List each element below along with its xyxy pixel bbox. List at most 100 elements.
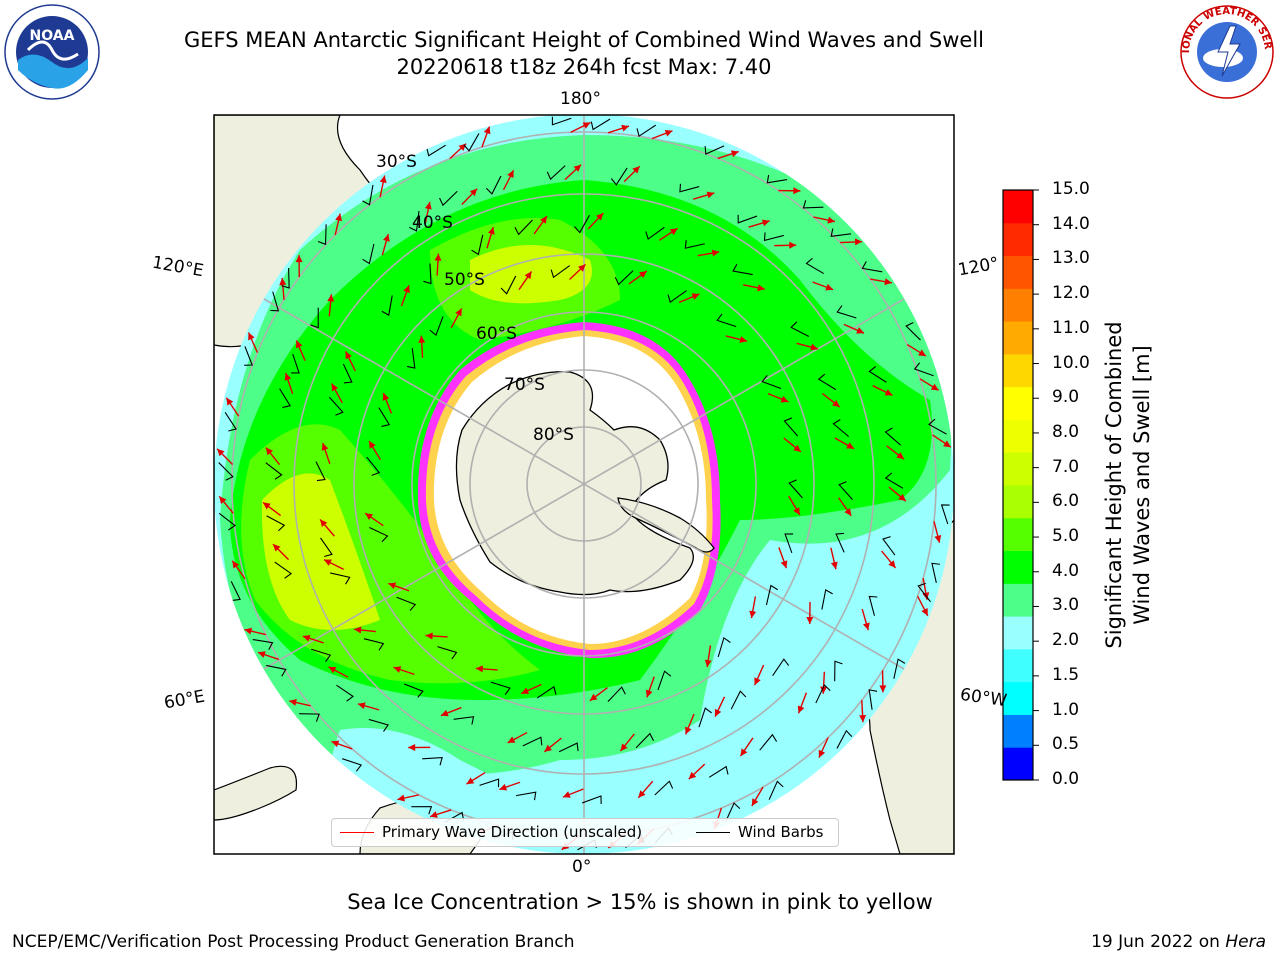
wave-direction-arrowhead bbox=[934, 535, 942, 543]
wind-barb bbox=[422, 757, 443, 766]
wave-direction-arrowhead bbox=[854, 238, 863, 246]
wind-barb bbox=[582, 795, 602, 805]
colorbar-segment bbox=[1003, 550, 1033, 584]
colorbar-tick-label: 9.0 bbox=[1052, 387, 1080, 408]
wind-barb bbox=[558, 742, 579, 753]
lon-label-0: 0° bbox=[572, 857, 592, 877]
wind-barb bbox=[882, 536, 896, 556]
wave-direction-arrowhead bbox=[393, 666, 402, 673]
wave-direction-arrowhead bbox=[331, 383, 339, 392]
wave-direction-arrowhead bbox=[424, 201, 432, 210]
wind-barb bbox=[317, 224, 327, 246]
wave-direction-arrowhead bbox=[265, 447, 273, 456]
wave-direction-arrowhead bbox=[820, 686, 828, 694]
lon-label-180: 180° bbox=[560, 89, 601, 109]
colorbar-title-line1: Significant Height of Combined bbox=[1102, 321, 1126, 649]
wind-barb bbox=[835, 532, 845, 553]
chart-title: GEFS MEAN Antarctic Significant Height o… bbox=[183, 28, 985, 52]
wind-barb bbox=[396, 596, 417, 611]
wave-direction-arrowhead bbox=[418, 335, 426, 343]
wind-barb bbox=[311, 648, 332, 662]
wind-barb bbox=[363, 638, 385, 651]
wind-barb bbox=[645, 226, 665, 240]
wave-direction-arrowhead bbox=[749, 610, 757, 619]
wave-direction-arrowhead bbox=[595, 213, 604, 221]
colorbar-segment bbox=[1003, 681, 1033, 715]
wave-direction-arrowhead bbox=[226, 397, 234, 406]
wave-direction-arrowhead bbox=[573, 164, 582, 172]
colorbar-segment bbox=[1003, 190, 1033, 224]
colorbar-segment bbox=[1003, 386, 1033, 420]
wave-direction-arrowhead bbox=[335, 213, 343, 222]
wave-direction-arrowhead bbox=[645, 689, 653, 698]
wave-direction-arrowhead bbox=[711, 249, 720, 257]
wind-barb bbox=[439, 190, 458, 207]
wind-barb bbox=[342, 363, 353, 384]
footer-date-text: 19 Jun 2022 on bbox=[1091, 932, 1226, 952]
wave-direction-arrowhead bbox=[859, 715, 867, 723]
wave-direction-arrowhead bbox=[888, 560, 896, 568]
wind-barb bbox=[834, 660, 843, 682]
wave-direction-arrowhead bbox=[714, 708, 722, 717]
colorbar-tick-label: 12.0 bbox=[1052, 283, 1090, 304]
wave-direction-arrowhead bbox=[856, 327, 865, 334]
wave-direction-arrowhead bbox=[638, 790, 646, 798]
wave-direction-arrowhead bbox=[844, 508, 852, 516]
wind-barb bbox=[654, 780, 674, 796]
colorbar-frame bbox=[1002, 189, 1034, 781]
colorbar-tick-label: 7.0 bbox=[1052, 456, 1080, 477]
wind-barb bbox=[490, 681, 511, 695]
wave-direction-arrowhead bbox=[810, 343, 818, 351]
wave-direction-arrowhead bbox=[806, 616, 814, 625]
colorbar-tick-label: 0.5 bbox=[1052, 734, 1080, 755]
wave-direction-arrowhead bbox=[664, 129, 673, 137]
wind-barb bbox=[772, 658, 790, 677]
lat-label-40S: 40°S bbox=[412, 213, 453, 233]
colorbar-tick-label: 1.0 bbox=[1052, 699, 1080, 720]
wind-barb bbox=[362, 184, 374, 206]
wind-barb bbox=[698, 707, 712, 728]
wind-barb bbox=[768, 780, 784, 800]
wind-barb bbox=[437, 646, 458, 660]
wave-direction-arrowhead bbox=[382, 393, 390, 401]
colorbar bbox=[1002, 189, 1039, 781]
antarctica-land bbox=[455, 371, 694, 596]
wave-direction-arrowhead bbox=[685, 726, 692, 735]
wind-barb bbox=[270, 291, 280, 312]
wind-barb bbox=[590, 118, 611, 131]
wind-barb bbox=[732, 263, 753, 276]
wind-barb bbox=[299, 713, 320, 722]
wind-barb bbox=[336, 684, 354, 702]
wind-barb bbox=[684, 240, 705, 249]
wind-barb bbox=[265, 462, 283, 480]
colorbar-tick-label: 2.0 bbox=[1052, 630, 1080, 651]
wind-barb bbox=[328, 396, 344, 416]
wave-direction-arrowhead bbox=[383, 234, 390, 242]
wind-barb bbox=[815, 684, 831, 704]
colorbar-segment bbox=[1003, 517, 1033, 552]
wind-barb bbox=[783, 417, 799, 437]
wind-barb bbox=[426, 144, 446, 157]
wave-direction-arrowhead bbox=[830, 561, 838, 570]
wave-direction-arrowhead bbox=[219, 496, 227, 504]
wind-barb bbox=[453, 716, 475, 725]
nws-logo: NATIONAL WEATHER SERVICE bbox=[1178, 4, 1274, 99]
wave-direction-arrowhead bbox=[295, 255, 303, 263]
wave-direction-arrowhead bbox=[827, 216, 836, 224]
wind-barb bbox=[679, 183, 700, 193]
wind-barb bbox=[610, 167, 628, 186]
wave-direction-arrowhead bbox=[284, 372, 292, 381]
wind-barb bbox=[725, 802, 741, 822]
chart-subtitle: 20220618 t18z 264h fcst Max: 7.40 bbox=[396, 55, 772, 79]
wind-barb bbox=[716, 313, 737, 328]
wind-barb bbox=[471, 234, 484, 256]
wind-barb bbox=[522, 736, 543, 747]
wind-barb bbox=[479, 778, 500, 788]
wave-direction-arrowhead bbox=[408, 743, 416, 751]
wind-barb bbox=[429, 316, 444, 337]
wind-barb bbox=[574, 214, 591, 234]
colorbar-tick-label: 15.0 bbox=[1052, 179, 1090, 199]
wind-barb bbox=[310, 307, 319, 329]
colorbar-segment bbox=[1003, 419, 1033, 453]
wave-direction-arrowhead bbox=[921, 607, 928, 616]
